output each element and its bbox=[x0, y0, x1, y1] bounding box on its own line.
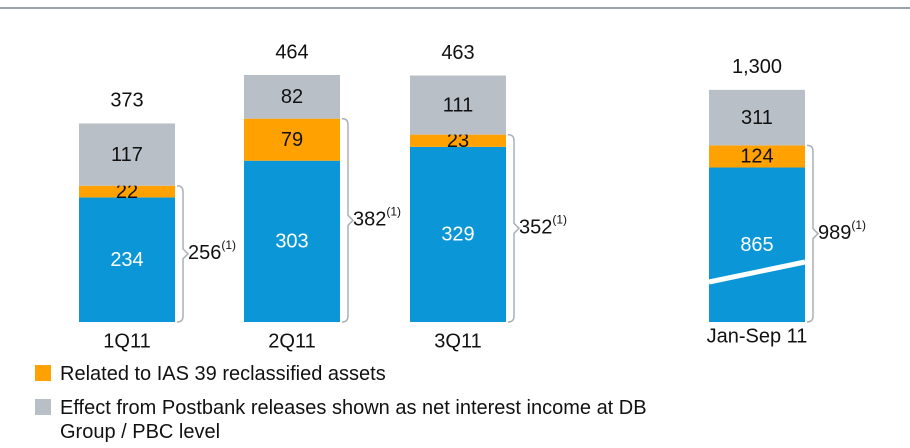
bar-segment bbox=[709, 89, 805, 146]
segment-label: 22 bbox=[116, 181, 138, 203]
bracket-note: (1) bbox=[221, 238, 236, 252]
bracket bbox=[507, 133, 521, 323]
bar-segment bbox=[709, 167, 805, 322]
bracket-label: 382 bbox=[353, 209, 386, 231]
segment-label: 111 bbox=[443, 94, 473, 116]
bracket-label: 256 bbox=[188, 242, 221, 264]
segment-label: 865 bbox=[740, 234, 773, 256]
total-label: 373 bbox=[110, 90, 143, 112]
total-label: 1,300 bbox=[732, 56, 782, 78]
segment-label: 329 bbox=[441, 224, 474, 246]
legend-label: Effect from Postbank releases shown as n… bbox=[60, 397, 647, 443]
bracket bbox=[806, 144, 820, 323]
segment-label: 303 bbox=[275, 231, 308, 253]
bracket bbox=[176, 184, 190, 323]
segment-label: 234 bbox=[110, 249, 143, 271]
bar-segment bbox=[79, 185, 175, 198]
bracket-note: (1) bbox=[386, 204, 401, 218]
x-tick-label: Jan-Sep 11 bbox=[707, 325, 808, 347]
legend-item: Related to IAS 39 reclassified assets bbox=[35, 362, 680, 386]
segment-label: 124 bbox=[740, 146, 773, 168]
bracket-label: 352 bbox=[519, 217, 552, 239]
x-tick-label: 2Q11 bbox=[268, 330, 315, 352]
total-label: 464 bbox=[275, 41, 308, 63]
segment-label: 117 bbox=[111, 144, 143, 166]
bar-segment bbox=[244, 118, 340, 161]
segment-label: 79 bbox=[281, 129, 303, 151]
bracket-note: (1) bbox=[552, 212, 567, 226]
legend-label: Related to IAS 39 reclassified assets bbox=[60, 363, 386, 385]
legend-swatch bbox=[35, 365, 51, 381]
segment-label: 82 bbox=[281, 86, 303, 108]
total-label: 463 bbox=[441, 42, 474, 64]
segment-label: 23 bbox=[447, 130, 469, 152]
bar-segment bbox=[244, 160, 340, 322]
legend-swatch bbox=[35, 399, 51, 415]
bar-segment bbox=[410, 134, 506, 147]
bar-segment bbox=[244, 75, 340, 119]
bar-segment bbox=[410, 75, 506, 135]
bar-segment bbox=[709, 145, 805, 168]
bracket-label: 989 bbox=[818, 222, 851, 244]
bar-segment bbox=[79, 197, 175, 322]
bracket-note: (1) bbox=[851, 218, 866, 232]
bar-segment bbox=[79, 123, 175, 186]
axis-break bbox=[708, 259, 806, 285]
x-tick-label: 3Q11 bbox=[434, 330, 481, 352]
segment-label: 311 bbox=[741, 107, 773, 129]
bracket bbox=[341, 117, 355, 323]
legend-item: Effect from Postbank releases shown as n… bbox=[35, 396, 680, 444]
x-tick-label: 1Q11 bbox=[103, 330, 150, 352]
bar-segment bbox=[410, 146, 506, 322]
